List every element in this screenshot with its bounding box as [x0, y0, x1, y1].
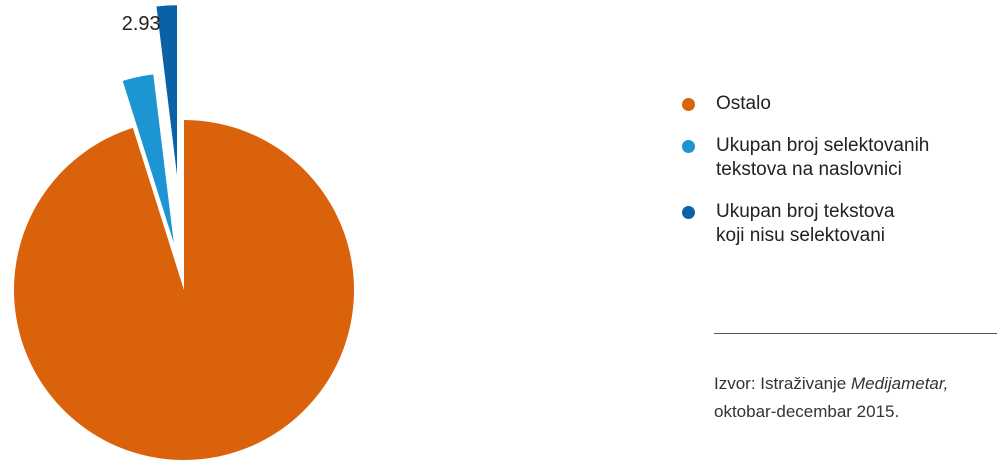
legend-label-ostalo: Ostalo	[716, 93, 771, 114]
legend: Ostalo Ukupan broj selektovanih tekstova…	[672, 92, 1002, 248]
legend-item-ostalo: Ostalo	[672, 92, 1002, 116]
legend-item-selektovani: Ukupan broj selektovanih tekstova na nas…	[672, 134, 1002, 182]
source-dates: oktobar-decembar 2015.	[714, 402, 900, 421]
legend-label-neselektovani: Ukupan broj tekstova koji nisu selektova…	[716, 201, 895, 246]
pie-slice-selektovani	[122, 74, 174, 244]
source-prefix: Izvor: Istraživanje	[714, 374, 851, 393]
divider-line	[714, 333, 997, 334]
pie-chart: 2.93	[13, 5, 354, 460]
pie-slice-neselektovani	[156, 5, 178, 176]
legend-dot-ostalo	[682, 98, 695, 111]
legend-dot-selektovani	[682, 140, 695, 153]
source-italic: Medijametar,	[851, 374, 949, 393]
legend-dot-neselektovani	[682, 206, 695, 219]
data-label: 2.93	[122, 13, 161, 35]
source-note: Izvor: Istraživanje Medijametar, oktobar…	[714, 370, 1004, 426]
legend-label-selektovani: Ukupan broj selektovanih tekstova na nas…	[716, 135, 930, 180]
pie-slice-ostalo	[13, 120, 354, 460]
legend-item-neselektovani: Ukupan broj tekstova koji nisu selektova…	[672, 200, 1002, 248]
